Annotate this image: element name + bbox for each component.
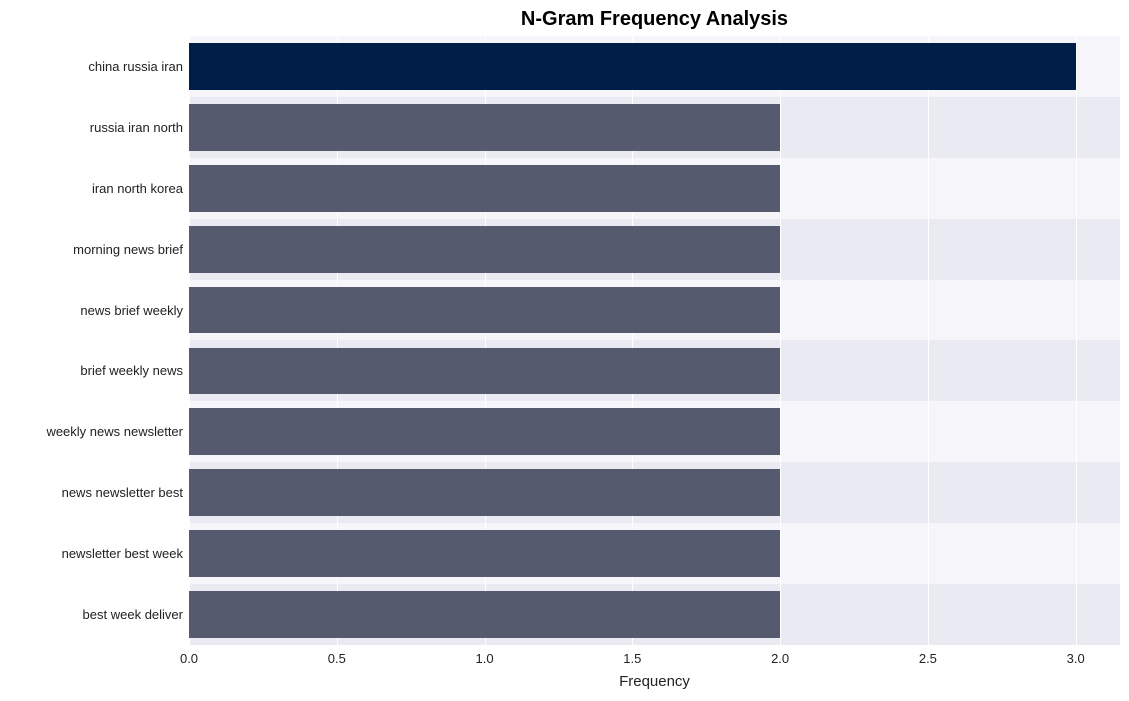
y-tick-label: news brief weekly [80, 303, 183, 318]
grid-line [780, 36, 781, 645]
x-tick-label: 3.0 [1067, 651, 1085, 666]
bar [189, 43, 1076, 90]
x-tick-label: 0.0 [180, 651, 198, 666]
bar [189, 530, 780, 577]
y-tick-label: morning news brief [73, 242, 183, 257]
x-tick-label: 2.5 [919, 651, 937, 666]
plot-area [189, 36, 1120, 645]
y-tick-label: weekly news newsletter [46, 424, 183, 439]
x-tick-label: 0.5 [328, 651, 346, 666]
bar [189, 287, 780, 334]
y-tick-label: russia iran north [90, 120, 183, 135]
y-tick-label: newsletter best week [62, 546, 183, 561]
bar [189, 226, 780, 273]
ngram-frequency-chart: N-Gram Frequency Analysis Frequency chin… [0, 0, 1129, 701]
bar [189, 348, 780, 395]
bar [189, 104, 780, 151]
x-tick-label: 1.0 [476, 651, 494, 666]
grid-line [1076, 36, 1077, 645]
y-tick-label: brief weekly news [80, 363, 183, 378]
y-tick-label: news newsletter best [62, 485, 183, 500]
bar [189, 591, 780, 638]
y-tick-label: china russia iran [88, 59, 183, 74]
grid-line [928, 36, 929, 645]
chart-title: N-Gram Frequency Analysis [189, 8, 1120, 31]
x-tick-label: 2.0 [771, 651, 789, 666]
y-tick-label: best week deliver [83, 607, 183, 622]
x-tick-label: 1.5 [623, 651, 641, 666]
bar [189, 165, 780, 212]
bar [189, 469, 780, 516]
y-tick-label: iran north korea [92, 181, 183, 196]
bar [189, 408, 780, 455]
x-axis-title: Frequency [189, 673, 1120, 690]
